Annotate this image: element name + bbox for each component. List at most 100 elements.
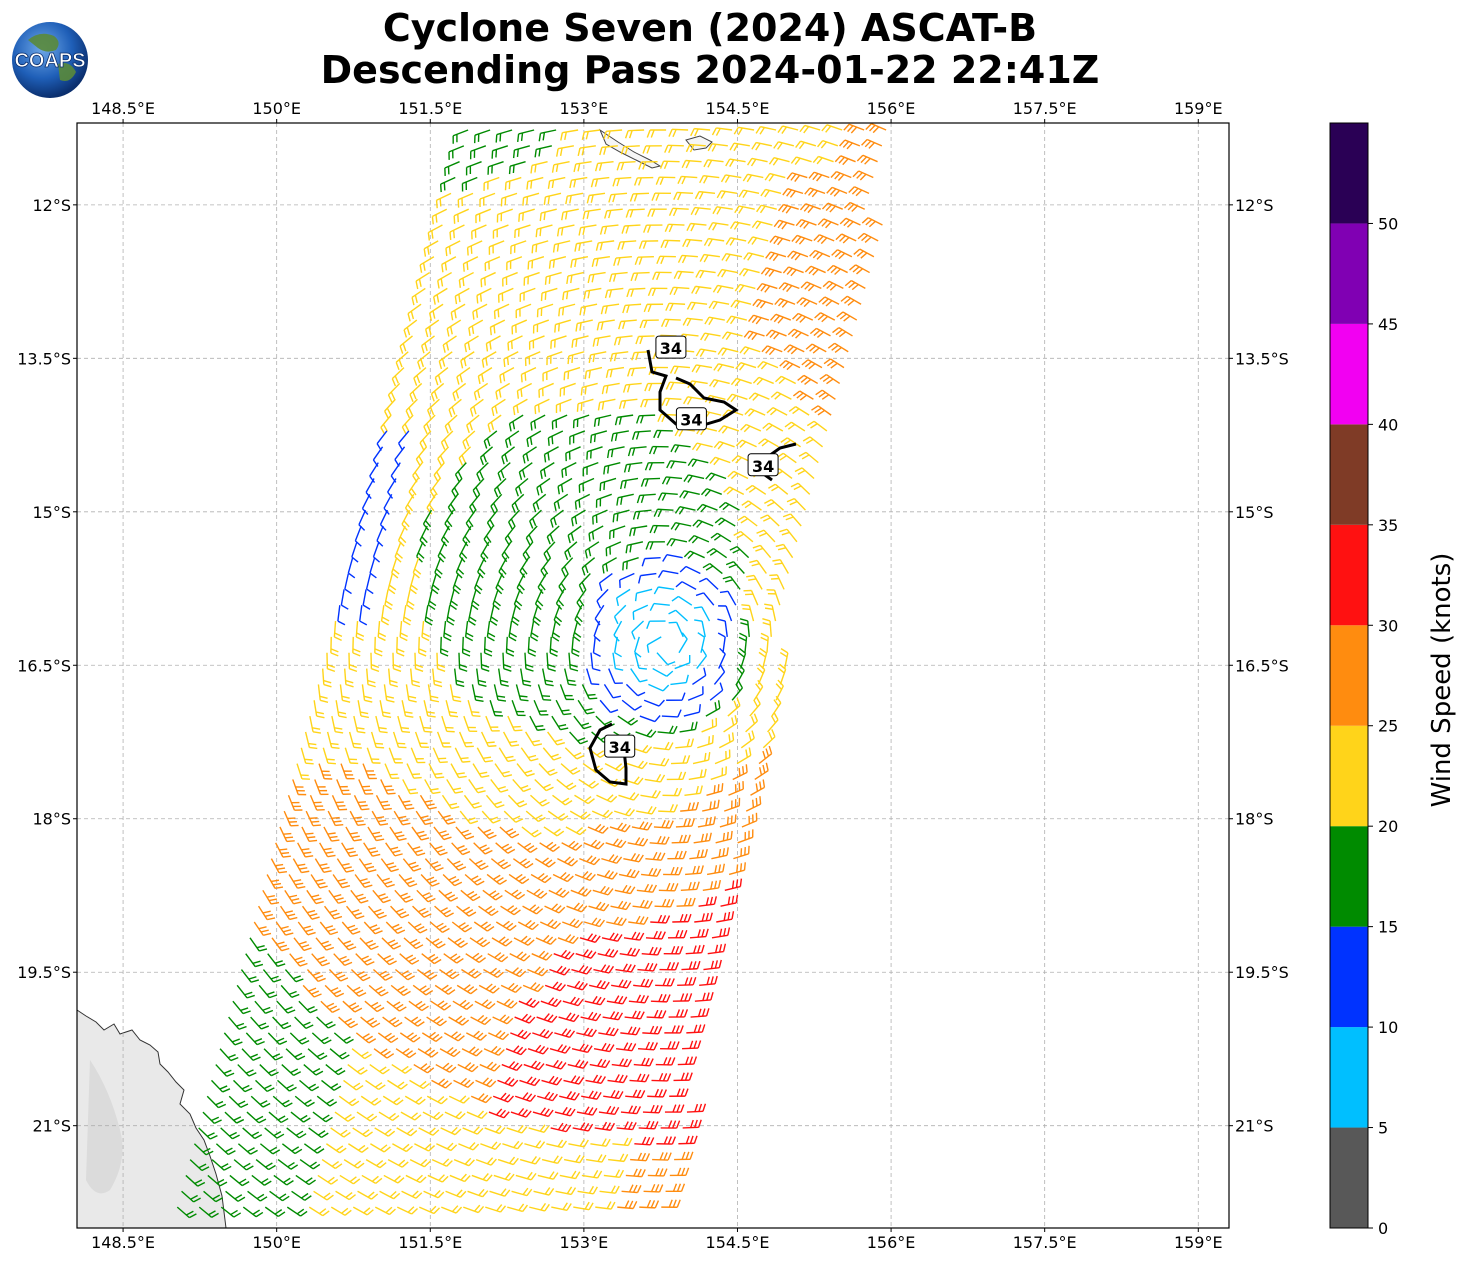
- wind-barb: [522, 982, 544, 993]
- wind-barb: [309, 795, 325, 811]
- wind-barb: [493, 1172, 515, 1182]
- wind-barb: [577, 1185, 598, 1195]
- wind-barb: [544, 981, 566, 992]
- wind-barb: [311, 1032, 332, 1045]
- wind-barb: [562, 996, 584, 1007]
- wind-barb: [512, 145, 531, 159]
- wind-barb: [445, 700, 459, 718]
- wind-barb: [426, 493, 437, 515]
- wind-barb: [360, 1016, 381, 1028]
- wind-barb: [308, 1206, 330, 1217]
- wind-barb: [798, 451, 819, 464]
- wind-barb: [719, 814, 737, 828]
- wind-barb: [558, 1012, 580, 1023]
- wind-barb: [519, 1076, 541, 1087]
- wind-barb: [399, 335, 413, 354]
- wind-barb: [452, 129, 469, 144]
- wind-barb: [431, 1158, 453, 1167]
- wind-barb: [687, 686, 704, 701]
- wind-barb: [698, 896, 717, 907]
- wind-barb: [491, 936, 513, 947]
- wind-barb: [668, 609, 689, 622]
- wind-barb: [376, 525, 384, 547]
- wind-barb: [315, 937, 335, 951]
- wind-barb: [718, 501, 740, 511]
- wind-barb: [535, 224, 553, 238]
- wind-barb: [470, 1093, 492, 1104]
- wind-barb: [463, 794, 482, 809]
- wind-barb: [857, 232, 879, 243]
- wind-barb: [368, 984, 389, 997]
- wind-barb: [544, 271, 562, 285]
- wind-barb: [387, 382, 401, 403]
- wind-barb: [559, 1091, 580, 1101]
- wind-barb: [441, 715, 455, 733]
- wind-barb: [761, 345, 783, 356]
- wind-barb: [581, 1090, 602, 1100]
- wind-barb: [301, 826, 318, 842]
- wind-barb: [690, 1008, 710, 1018]
- wind-barb: [415, 446, 428, 467]
- wind-barb: [268, 1111, 289, 1124]
- wind-barb: [583, 287, 602, 300]
- wind-barb: [606, 995, 628, 1005]
- wind-barb: [628, 994, 650, 1004]
- wind-barb: [443, 620, 452, 642]
- wind-barb: [514, 1013, 536, 1024]
- wind-barb: [748, 392, 770, 401]
- wind-barb: [625, 208, 645, 218]
- wind-barb: [673, 1072, 693, 1082]
- wind-barb: [318, 763, 333, 780]
- wind-barb: [468, 779, 486, 794]
- wind-barb: [637, 962, 658, 972]
- wind-barb: [539, 462, 555, 479]
- wind-barb: [319, 921, 339, 936]
- wind-barb: [516, 382, 533, 399]
- wind-barb: [421, 620, 430, 642]
- wind-barb: [632, 509, 652, 520]
- wind-barb: [538, 382, 554, 398]
- wind-barb: [502, 271, 518, 287]
- wind-barb: [494, 763, 513, 778]
- wind-barb: [634, 256, 654, 266]
- wind-barb: [455, 557, 465, 579]
- wind-barb: [433, 826, 452, 841]
- wind-barb: [464, 873, 485, 886]
- wind-barb: [470, 1014, 492, 1026]
- wind-barb: [502, 1140, 524, 1150]
- wind-barb: [423, 414, 436, 435]
- wind-barb: [405, 1174, 427, 1184]
- wind-barb: [730, 299, 752, 309]
- wind-barb: [485, 335, 501, 352]
- wind-barb: [303, 1064, 324, 1076]
- wind-barb: [634, 652, 647, 670]
- wind-barb: [716, 190, 738, 199]
- wind-barb: [472, 303, 488, 320]
- wind-barb: [684, 785, 703, 796]
- wind-barb: [818, 296, 840, 307]
- wind-barb: [477, 557, 486, 579]
- wind-barb: [499, 826, 520, 839]
- wind-barb: [567, 351, 585, 365]
- wind-barb: [286, 1206, 308, 1217]
- wind-barb: [516, 763, 535, 777]
- wind-barb: [357, 700, 369, 719]
- wind-barb: [738, 632, 748, 653]
- wind-barb: [671, 595, 693, 606]
- wind-barb: [347, 557, 356, 579]
- wind-barb: [746, 157, 768, 167]
- wind-barb: [316, 1095, 338, 1107]
- wind-barb: [709, 682, 724, 701]
- wind-barb: [467, 605, 477, 626]
- wind-barb: [592, 885, 614, 896]
- wind-barb: [675, 818, 695, 828]
- wind-barb: [639, 1199, 660, 1209]
- wind-barb: [630, 271, 650, 282]
- wind-barb: [477, 367, 493, 385]
- wind-barb: [338, 1095, 360, 1107]
- lat-tick-label-right: 15°S: [1235, 503, 1274, 522]
- wind-barb: [758, 745, 773, 765]
- wind-barb: [316, 1016, 336, 1029]
- wind-barb: [836, 311, 858, 322]
- wind-barb: [655, 176, 676, 185]
